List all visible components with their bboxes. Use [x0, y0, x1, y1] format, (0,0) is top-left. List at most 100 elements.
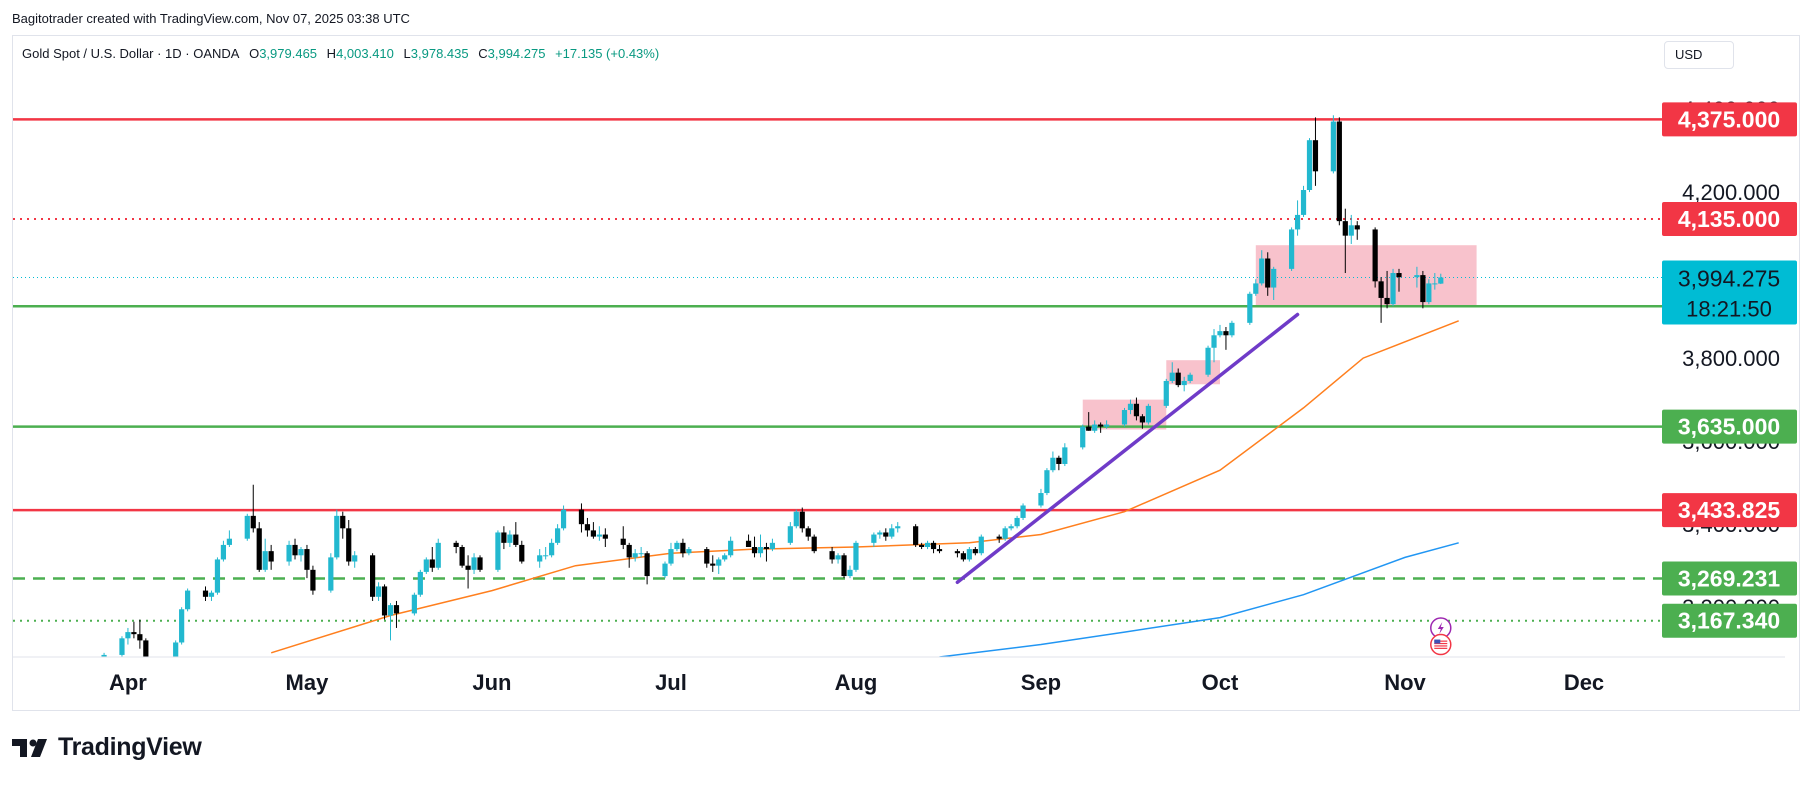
candle-body — [501, 532, 507, 543]
candle-body — [710, 563, 716, 566]
candle-body — [799, 511, 805, 529]
candle-body — [1372, 229, 1378, 282]
open-value: 3,979.465 — [259, 46, 318, 61]
x-tick-label: Aug — [835, 670, 878, 695]
candle-body — [1133, 403, 1140, 417]
candle-body — [1438, 277, 1444, 284]
candle-body — [310, 569, 316, 591]
candle-body — [1247, 293, 1253, 323]
currency-button[interactable]: USD — [1664, 41, 1734, 69]
candle-body — [1098, 424, 1104, 427]
level-price-label-4: 3,635.000 — [1678, 414, 1780, 440]
level-price-label-7: 3,167.340 — [1678, 608, 1780, 634]
candle-body — [1378, 281, 1384, 298]
candle-body — [554, 528, 561, 543]
x-tick-label: Nov — [1384, 670, 1426, 695]
lightning-icon-bolt — [1437, 621, 1444, 634]
candle-body — [1211, 335, 1217, 348]
candle-body — [411, 594, 417, 614]
symbol-description: Gold Spot / U.S. Dollar · 1D · OANDA — [22, 46, 240, 61]
candle-body — [1163, 380, 1169, 406]
x-tick-label: Jun — [472, 670, 511, 695]
candle-body — [895, 526, 901, 529]
candle-body — [370, 555, 376, 597]
low-value: 3,978.435 — [410, 46, 469, 61]
x-tick-label: Sep — [1021, 670, 1061, 695]
flag-stripe — [1434, 640, 1448, 642]
candle-body — [1139, 416, 1146, 423]
candle-body — [78, 680, 83, 682]
candle-body — [889, 528, 895, 537]
candle-body — [1300, 190, 1307, 215]
candle-body — [560, 509, 567, 529]
candle-body — [632, 553, 638, 558]
level-price-tag-7 — [1662, 603, 1797, 638]
flag-icon-ring — [1430, 633, 1452, 656]
candle-body — [769, 542, 776, 550]
high-label: H — [326, 46, 337, 61]
candle-body — [602, 534, 608, 539]
candle-body — [143, 640, 149, 657]
candle-body — [1104, 424, 1110, 427]
candle-body — [787, 526, 793, 543]
candle-body — [584, 524, 591, 531]
candle-body — [1330, 121, 1336, 172]
candle-body — [1229, 322, 1235, 336]
x-tick-label: Dec — [1564, 670, 1604, 695]
candle-body — [930, 542, 937, 550]
candle-body — [853, 542, 859, 570]
candle-body — [620, 538, 626, 545]
candle-body — [256, 528, 262, 570]
candle-body — [429, 559, 435, 568]
candle-body — [471, 557, 477, 570]
candle-body — [173, 642, 179, 657]
candle-body — [1306, 140, 1313, 191]
candle-body — [936, 549, 943, 552]
candle-body — [1187, 374, 1193, 381]
candle-body — [375, 586, 382, 597]
candle-body — [847, 569, 853, 577]
candle-body — [101, 654, 107, 657]
candle-body — [208, 592, 215, 597]
candle-body — [1420, 275, 1426, 303]
us-flag-event-icon — [1430, 633, 1452, 656]
candle-body — [131, 632, 137, 635]
candle-body — [1348, 225, 1354, 236]
candle-body — [757, 546, 764, 554]
candle-body — [352, 555, 358, 562]
candle-body — [668, 549, 674, 564]
candle-body — [1265, 258, 1271, 288]
x-tick-label: May — [286, 670, 330, 695]
candle-body — [84, 680, 89, 682]
level-price-tag-5 — [1662, 493, 1797, 528]
candle-body — [1181, 380, 1187, 386]
brand-name: TradingView — [58, 733, 202, 761]
candle-body — [1014, 517, 1020, 527]
candle-body — [387, 605, 394, 616]
candle-body — [1426, 283, 1432, 303]
candle-body — [519, 544, 525, 562]
candle-body — [549, 542, 555, 556]
candle-body — [381, 586, 388, 616]
close-value: 3,994.275 — [487, 46, 546, 61]
current-price-tag — [1662, 260, 1797, 325]
candle-body — [435, 542, 441, 568]
level-price-tag-6 — [1662, 561, 1797, 596]
candle-body — [1396, 273, 1402, 278]
candle-body — [95, 667, 100, 677]
candle-body — [763, 546, 770, 550]
candle-body — [626, 544, 632, 558]
candle-body — [262, 551, 268, 570]
candle-body — [829, 551, 835, 560]
candle-body — [704, 549, 710, 564]
flag-stripe — [1434, 647, 1448, 649]
candle-body — [638, 553, 644, 555]
candle-body — [453, 542, 459, 547]
candle-body — [811, 536, 817, 552]
candle-body — [1086, 426, 1092, 431]
level-price-label-1: 4,375.000 — [1678, 106, 1780, 132]
candle-body — [1414, 275, 1420, 278]
candle-body — [137, 634, 143, 641]
candle-body — [883, 532, 889, 537]
